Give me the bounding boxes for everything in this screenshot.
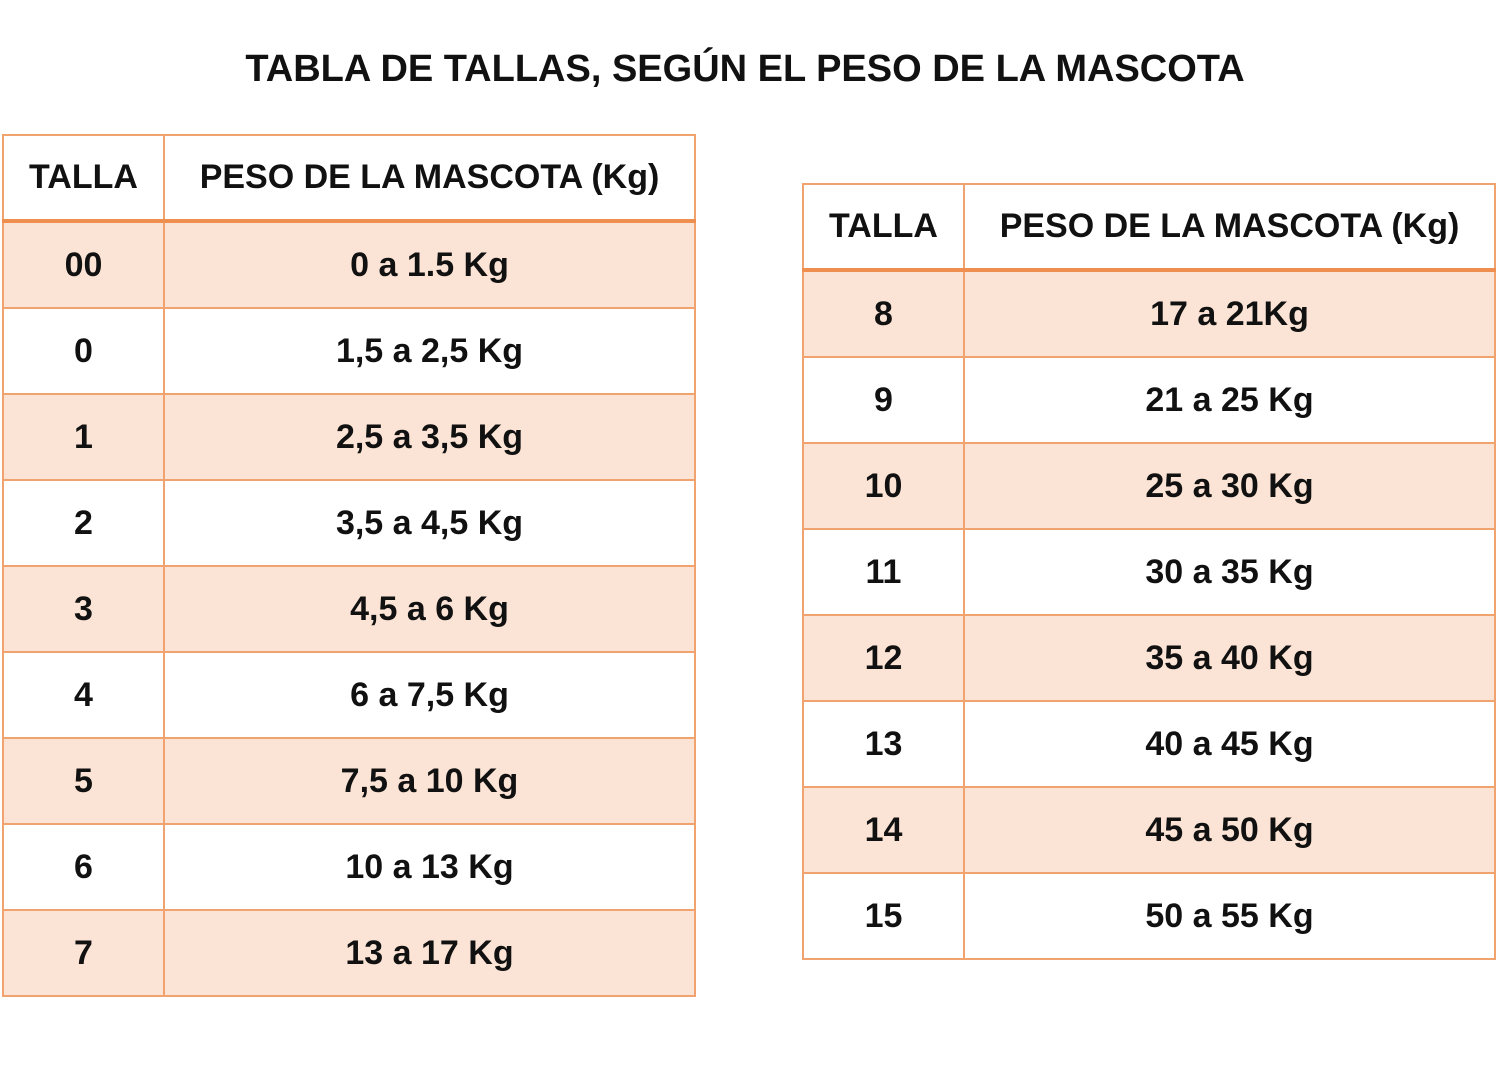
weight-cell: 1,5 a 2,5 Kg xyxy=(163,307,696,395)
header-talla: TALLA xyxy=(802,183,965,272)
table-row: 0 1,5 a 2,5 Kg xyxy=(2,307,696,395)
size-cell: 4 xyxy=(2,651,165,739)
weight-cell: 50 a 55 Kg xyxy=(963,872,1496,960)
table-row: 1 2,5 a 3,5 Kg xyxy=(2,393,696,481)
weight-cell: 40 a 45 Kg xyxy=(963,700,1496,788)
weight-cell: 45 a 50 Kg xyxy=(963,786,1496,874)
size-cell: 15 xyxy=(802,872,965,960)
table-row: 6 10 a 13 Kg xyxy=(2,823,696,911)
table-row: 10 25 a 30 Kg xyxy=(802,442,1496,530)
size-cell: 13 xyxy=(802,700,965,788)
table-row: 5 7,5 a 10 Kg xyxy=(2,737,696,825)
table-row: 15 50 a 55 Kg xyxy=(802,872,1496,960)
header-talla: TALLA xyxy=(2,134,165,223)
table-row: 3 4,5 a 6 Kg xyxy=(2,565,696,653)
size-cell: 9 xyxy=(802,356,965,444)
size-cell: 14 xyxy=(802,786,965,874)
size-table-right: TALLA PESO DE LA MASCOTA (Kg) 8 17 a 21Kg 9 2… xyxy=(802,183,1496,960)
table-row: 00 0 a 1.5 Kg xyxy=(2,220,696,309)
size-table-left: TALLA PESO DE LA MASCOTA (Kg) 00 0 a 1.5 Kg… xyxy=(2,134,696,997)
table-row: 7 13 a 17 Kg xyxy=(2,909,696,997)
size-cell: 7 xyxy=(2,909,165,997)
size-cell: 0 xyxy=(2,307,165,395)
weight-cell: 0 a 1.5 Kg xyxy=(163,220,696,309)
table-row: 2 3,5 a 4,5 Kg xyxy=(2,479,696,567)
weight-cell: 21 a 25 Kg xyxy=(963,356,1496,444)
table-row: 8 17 a 21Kg xyxy=(802,269,1496,358)
header-row: TALLA PESO DE LA MASCOTA (Kg) xyxy=(2,134,696,223)
weight-cell: 30 a 35 Kg xyxy=(963,528,1496,616)
table-row: 12 35 a 40 Kg xyxy=(802,614,1496,702)
size-cell: 5 xyxy=(2,737,165,825)
weight-cell: 4,5 a 6 Kg xyxy=(163,565,696,653)
weight-cell: 17 a 21Kg xyxy=(963,269,1496,358)
weight-cell: 25 a 30 Kg xyxy=(963,442,1496,530)
table-row: 13 40 a 45 Kg xyxy=(802,700,1496,788)
size-cell: 3 xyxy=(2,565,165,653)
weight-cell: 13 a 17 Kg xyxy=(163,909,696,997)
weight-cell: 35 a 40 Kg xyxy=(963,614,1496,702)
table-row: 11 30 a 35 Kg xyxy=(802,528,1496,616)
size-cell: 11 xyxy=(802,528,965,616)
page-title: TABLA DE TALLAS, SEGÚN EL PESO DE LA MAS… xyxy=(245,48,1245,90)
weight-cell: 7,5 a 10 Kg xyxy=(163,737,696,825)
weight-cell: 2,5 a 3,5 Kg xyxy=(163,393,696,481)
header-peso: PESO DE LA MASCOTA (Kg) xyxy=(963,183,1496,272)
weight-cell: 10 a 13 Kg xyxy=(163,823,696,911)
size-cell: 8 xyxy=(802,269,965,358)
size-cell: 10 xyxy=(802,442,965,530)
size-cell: 12 xyxy=(802,614,965,702)
size-cell: 00 xyxy=(2,220,165,309)
size-cell: 2 xyxy=(2,479,165,567)
size-cell: 6 xyxy=(2,823,165,911)
header-peso: PESO DE LA MASCOTA (Kg) xyxy=(163,134,696,223)
table-row: 9 21 a 25 Kg xyxy=(802,356,1496,444)
table-row: 14 45 a 50 Kg xyxy=(802,786,1496,874)
size-cell: 1 xyxy=(2,393,165,481)
weight-cell: 3,5 a 4,5 Kg xyxy=(163,479,696,567)
weight-cell: 6 a 7,5 Kg xyxy=(163,651,696,739)
header-row: TALLA PESO DE LA MASCOTA (Kg) xyxy=(802,183,1496,272)
